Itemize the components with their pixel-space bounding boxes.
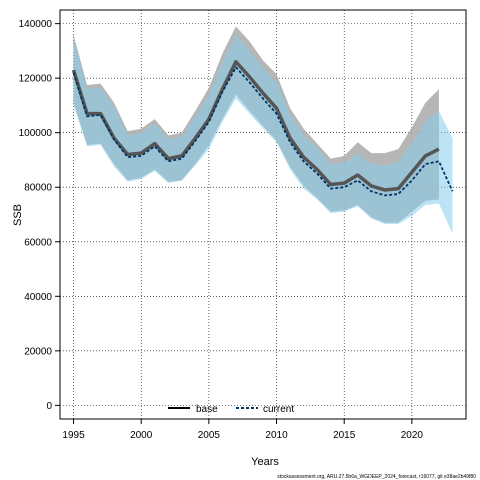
y-tick-label: 60000: [24, 237, 52, 248]
plot-frame: [59, 9, 467, 420]
x-tick-label: 2020: [401, 430, 424, 441]
y-tick-label: 0: [46, 401, 52, 412]
y-tick-label: 40000: [24, 292, 52, 303]
x-tick-label: 1995: [62, 430, 85, 441]
legend: base current: [168, 404, 294, 415]
legend-label-current: current: [263, 404, 294, 415]
confidence-band-current: [73, 34, 453, 234]
x-tick-label: 2000: [130, 430, 153, 441]
series-line-base: [71, 60, 440, 192]
y-axis-title: SSB: [12, 204, 24, 226]
y-tick-label: 140000: [19, 19, 53, 30]
y-axis: 0 20000 40000 60000 80000 100000 120000 140000: [19, 19, 60, 412]
x-axis: 1995 2000 2005 2010 2015 2020: [62, 419, 423, 441]
y-tick-label: 20000: [24, 346, 52, 357]
series-lines: [71, 60, 454, 197]
y-tick-label: 80000: [24, 183, 52, 194]
legend-label-base: base: [196, 404, 218, 415]
y-tick-label: 120000: [19, 74, 53, 85]
chart-footer: stockassessment.org, ARU.27.5b6a_WGDEEP_…: [277, 474, 476, 480]
confidence-bands: [73, 26, 453, 234]
x-tick-label: 2010: [265, 430, 288, 441]
y-tick-label: 100000: [19, 128, 53, 139]
x-tick-label: 2015: [333, 430, 356, 441]
x-tick-label: 2005: [198, 430, 221, 441]
x-axis-title: Years: [251, 456, 279, 468]
series-line-current: [72, 66, 454, 197]
